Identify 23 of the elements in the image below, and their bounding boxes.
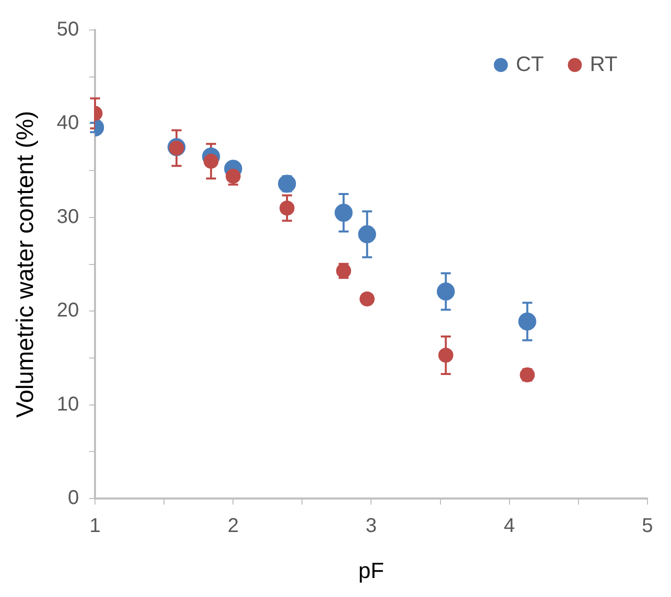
x-tick-label: 4: [504, 515, 515, 538]
point: [204, 154, 219, 169]
x-tick-label: 3: [366, 515, 377, 538]
y-tick-label: 30: [56, 206, 80, 228]
x-tick-label: 1: [89, 515, 101, 538]
legend-label: RT: [590, 52, 618, 76]
point: [518, 312, 536, 330]
y-tick-label: 40: [56, 112, 80, 134]
y-axis-title: Volumetric water content (%): [12, 110, 40, 418]
point: [278, 174, 296, 193]
point: [280, 200, 295, 216]
x-axis-title: pF: [358, 558, 384, 583]
point: [358, 225, 376, 244]
point: [436, 282, 455, 300]
x-tick-label: 2: [228, 515, 239, 538]
x-tick-label: 5: [642, 515, 653, 538]
legend-label: CT: [516, 52, 544, 76]
y-tick-label: 10: [56, 393, 80, 416]
point: [334, 204, 353, 222]
point: [438, 348, 454, 363]
y-tick-label: 50: [56, 18, 80, 41]
y-tick-label: 0: [68, 487, 80, 510]
y-tick-label: 20: [56, 300, 80, 322]
